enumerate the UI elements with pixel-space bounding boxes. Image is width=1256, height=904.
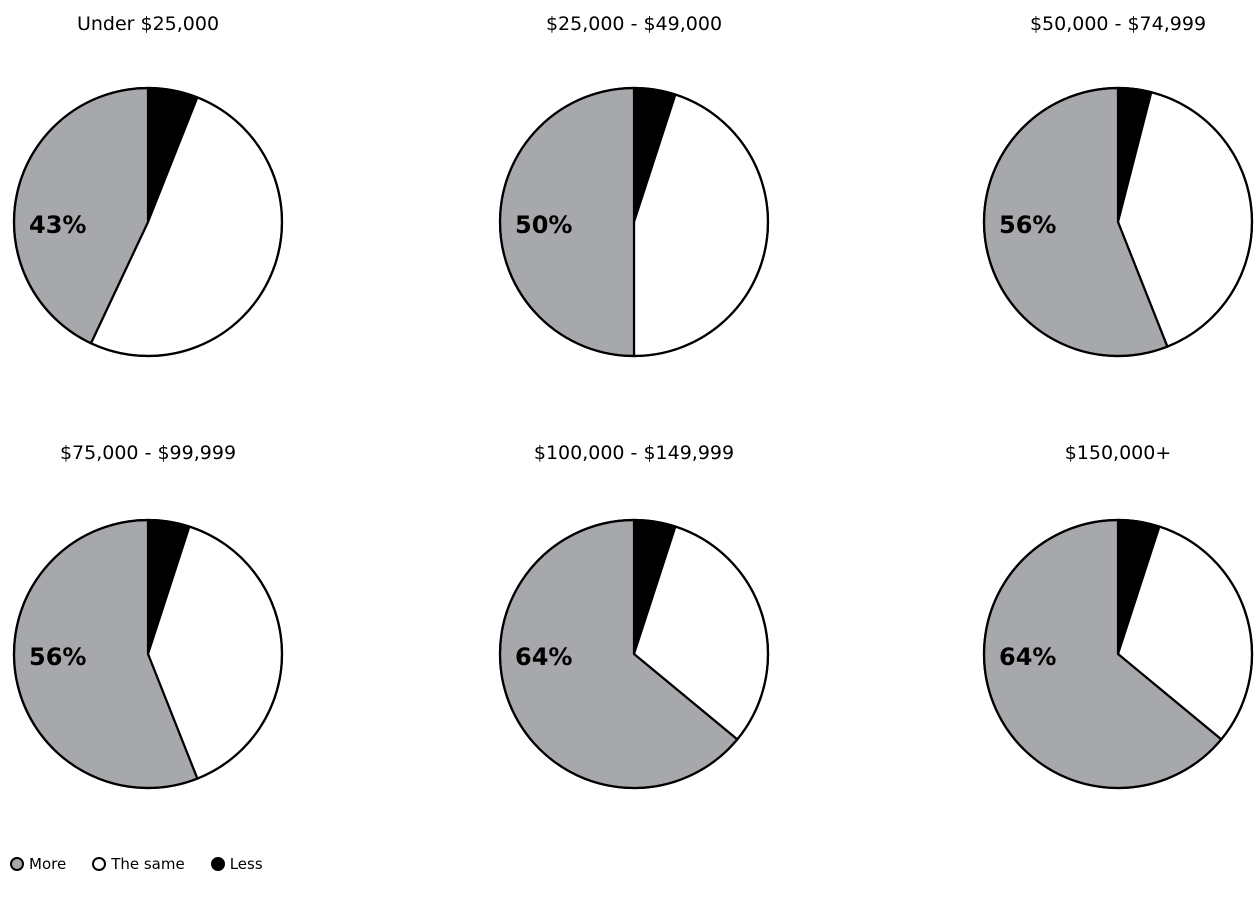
pie-title: $50,000 - $74,999: [1030, 13, 1206, 35]
legend-label: Less: [229, 855, 263, 873]
pie-chart-6: $150,000+ 64%: [982, 442, 1254, 790]
pie-title: $100,000 - $149,999: [534, 442, 734, 464]
legend-item-less: Less: [210, 855, 263, 873]
legend-swatch-icon: [210, 857, 225, 871]
pie-outline: [498, 518, 770, 790]
pie-percent-label: 64%: [515, 643, 572, 671]
pie-chart-2: $25,000 - $49,000 50%: [498, 13, 770, 358]
legend-swatch-icon: [92, 857, 107, 871]
legend-label: The same: [111, 855, 185, 873]
pie-outline: [982, 86, 1254, 358]
pie-percent-label: 50%: [515, 211, 572, 239]
pie-chart-3: $50,000 - $74,999 56%: [982, 13, 1254, 358]
pie-percent-label: 56%: [29, 643, 86, 671]
legend: More The same Less: [10, 855, 289, 873]
pie-outline: [12, 86, 284, 358]
pie-chart-4: $75,000 - $99,999 56%: [12, 442, 284, 790]
pie-outline: [982, 518, 1254, 790]
pie-outline: [498, 86, 770, 358]
legend-label: More: [29, 855, 67, 873]
pie-title: $25,000 - $49,000: [546, 13, 722, 35]
pie-title: $75,000 - $99,999: [60, 442, 236, 464]
pie-chart-1: Under $25,000 43%: [12, 13, 284, 358]
pie-chart-5: $100,000 - $149,999 64%: [498, 442, 770, 790]
pie-percent-label: 43%: [29, 211, 86, 239]
pie-title: Under $25,000: [77, 13, 219, 35]
pie-outline: [12, 518, 284, 790]
pie-percent-label: 56%: [999, 211, 1056, 239]
legend-item-same: The same: [92, 855, 185, 873]
legend-swatch-icon: [10, 857, 24, 871]
legend-item-more: More: [10, 855, 66, 873]
pie-title: $150,000+: [1065, 442, 1172, 464]
pie-percent-label: 64%: [999, 643, 1056, 671]
